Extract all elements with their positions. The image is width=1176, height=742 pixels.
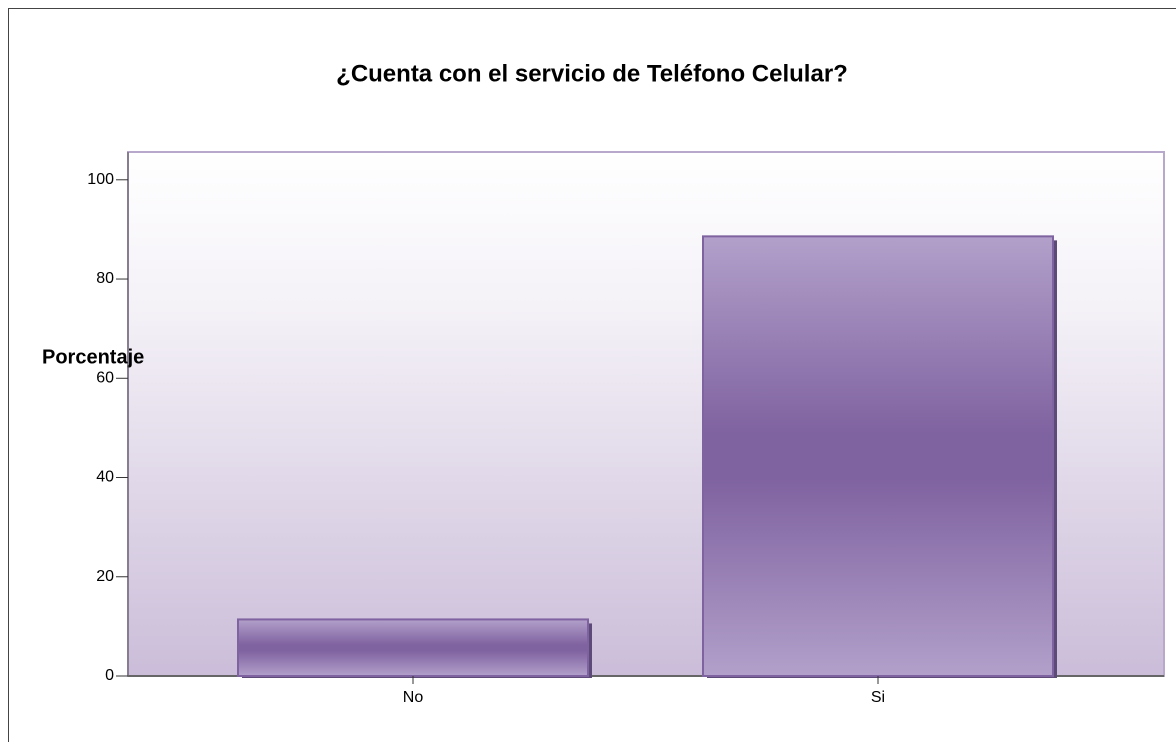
y-axis-label: Porcentaje bbox=[42, 346, 144, 368]
y-tick-label: 40 bbox=[96, 469, 114, 486]
y-tick-label: 80 bbox=[96, 270, 114, 287]
x-tick-label: No bbox=[403, 689, 424, 706]
y-tick-label: 60 bbox=[96, 369, 114, 386]
bar bbox=[237, 618, 589, 678]
x-tick-label: Si bbox=[871, 689, 885, 706]
y-tick-label: 0 bbox=[105, 667, 114, 684]
y-tick-label: 100 bbox=[87, 171, 114, 188]
y-tick-label: 20 bbox=[96, 568, 114, 585]
bar bbox=[702, 235, 1054, 678]
chart-title: ¿Cuenta con el servicio de Teléfono Celu… bbox=[336, 60, 848, 87]
